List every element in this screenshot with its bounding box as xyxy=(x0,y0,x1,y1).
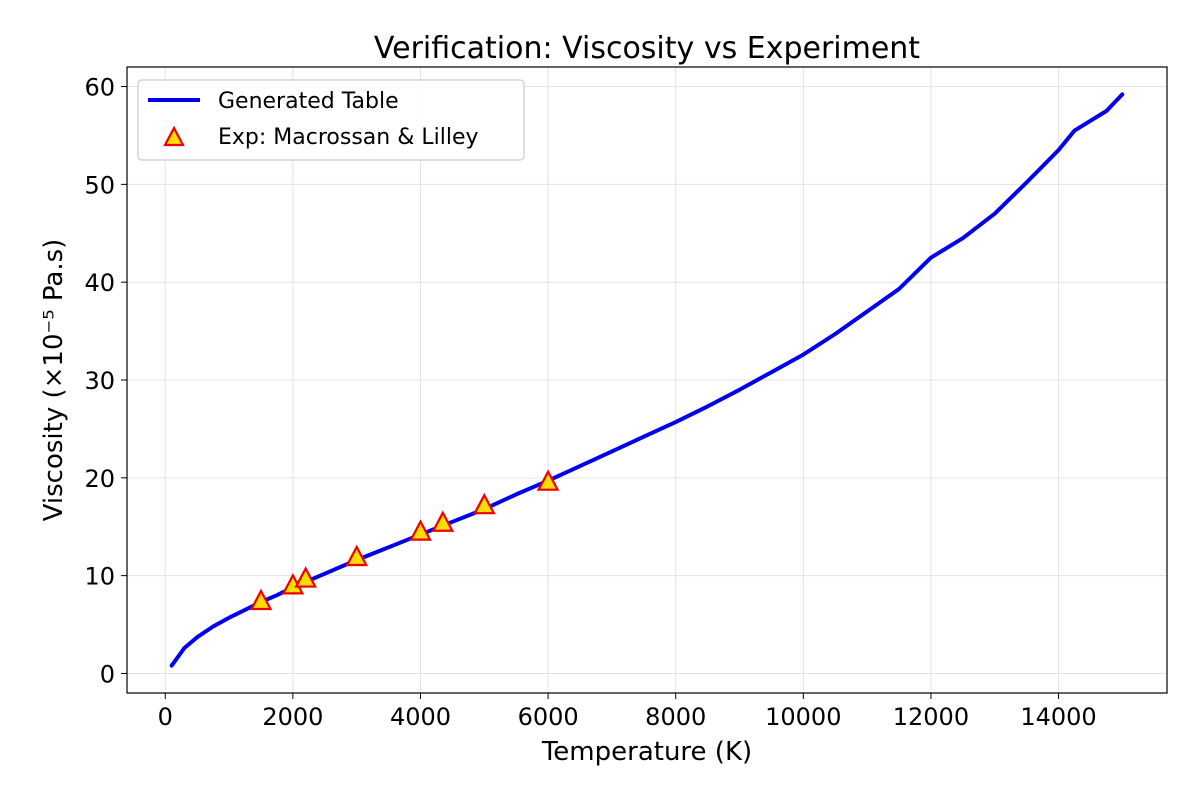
y-axis-label: Viscosity (×10⁻⁵ Pa.s) xyxy=(39,239,69,522)
y-tick-label: 60 xyxy=(84,74,115,102)
x-tick-label: 12000 xyxy=(893,703,969,731)
x-tick-label: 2000 xyxy=(262,703,323,731)
x-axis-label: Temperature (K) xyxy=(541,737,752,767)
y-tick-label: 50 xyxy=(84,171,115,199)
grid-lines xyxy=(127,67,1167,693)
experiment-point xyxy=(431,510,455,532)
experiment-point xyxy=(294,566,317,588)
axis-ticks: 0 2000 4000 6000 8000 10000 12000 14000 0 10 20 30 4… xyxy=(84,74,1096,731)
y-tick-label: 40 xyxy=(84,269,115,297)
legend-label-generated: Generated Table xyxy=(218,89,399,114)
y-tick-label: 30 xyxy=(84,367,115,395)
x-tick-label: 0 xyxy=(158,703,173,731)
legend-label-experiment: Exp: Macrossan & Lilley xyxy=(218,125,479,150)
experiment-point xyxy=(472,492,496,515)
legend: Generated Table Exp: Macrossan & Lilley xyxy=(137,79,525,161)
y-tick-label: 0 xyxy=(100,660,115,688)
y-tick-label: 10 xyxy=(84,563,115,591)
chart-title: Verification: Viscosity vs Experiment xyxy=(374,31,920,66)
x-tick-label: 14000 xyxy=(1020,703,1096,731)
y-tick-label: 20 xyxy=(84,465,115,493)
legend-box xyxy=(137,79,525,161)
x-tick-label: 10000 xyxy=(765,703,841,731)
legend-marker-swatch xyxy=(163,125,185,147)
x-tick-label: 6000 xyxy=(518,703,579,731)
experiment-point xyxy=(409,519,432,541)
x-tick-label: 8000 xyxy=(645,703,706,731)
experiment-point xyxy=(536,469,560,491)
experiment-point xyxy=(345,544,369,567)
data-layer xyxy=(169,92,1125,668)
x-tick-label: 4000 xyxy=(390,703,451,731)
experiment-point xyxy=(249,588,273,611)
